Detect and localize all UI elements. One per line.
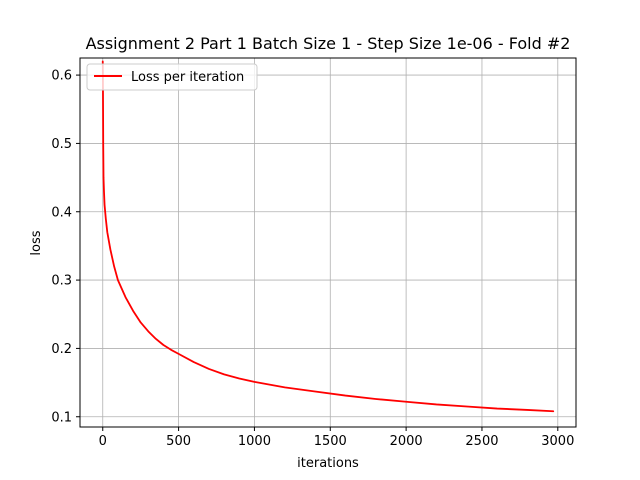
- y-axis-ticks: 0.1 0.2 0.3 0.4 0.5 0.6: [51, 69, 80, 425]
- plot-frame: [79, 57, 577, 428]
- y-tick-label: 0.2: [51, 342, 72, 357]
- y-tick-label: 0.1: [51, 410, 72, 425]
- x-tick-label: 1500: [314, 434, 347, 449]
- legend: Loss per iteration: [86, 63, 258, 91]
- series-layer: [101, 60, 555, 413]
- y-tick-label: 0.5: [51, 137, 72, 152]
- chart-title: Assignment 2 Part 1 Batch Size 1 - Step …: [86, 34, 571, 53]
- x-tick-label: 2000: [390, 434, 423, 449]
- x-tick-label: 2500: [465, 434, 498, 449]
- y-axis-label: loss: [29, 230, 44, 255]
- x-axis-ticks: 0 500 1000 1500 2000 2500 3000: [99, 427, 574, 449]
- y-tick-label: 0.3: [51, 274, 72, 289]
- x-tick-label: 0: [99, 434, 107, 449]
- legend-label-loss: Loss per iteration: [131, 70, 244, 85]
- x-tick-label: 1000: [238, 434, 271, 449]
- grid-lines: [80, 58, 576, 427]
- x-tick-label: 500: [166, 434, 191, 449]
- x-tick-label: 3000: [541, 434, 574, 449]
- x-axis-label: iterations: [297, 456, 359, 471]
- legend-box: [86, 63, 258, 91]
- series-line-loss: [101, 60, 555, 413]
- y-tick-label: 0.6: [51, 69, 72, 84]
- y-tick-label: 0.4: [51, 205, 72, 220]
